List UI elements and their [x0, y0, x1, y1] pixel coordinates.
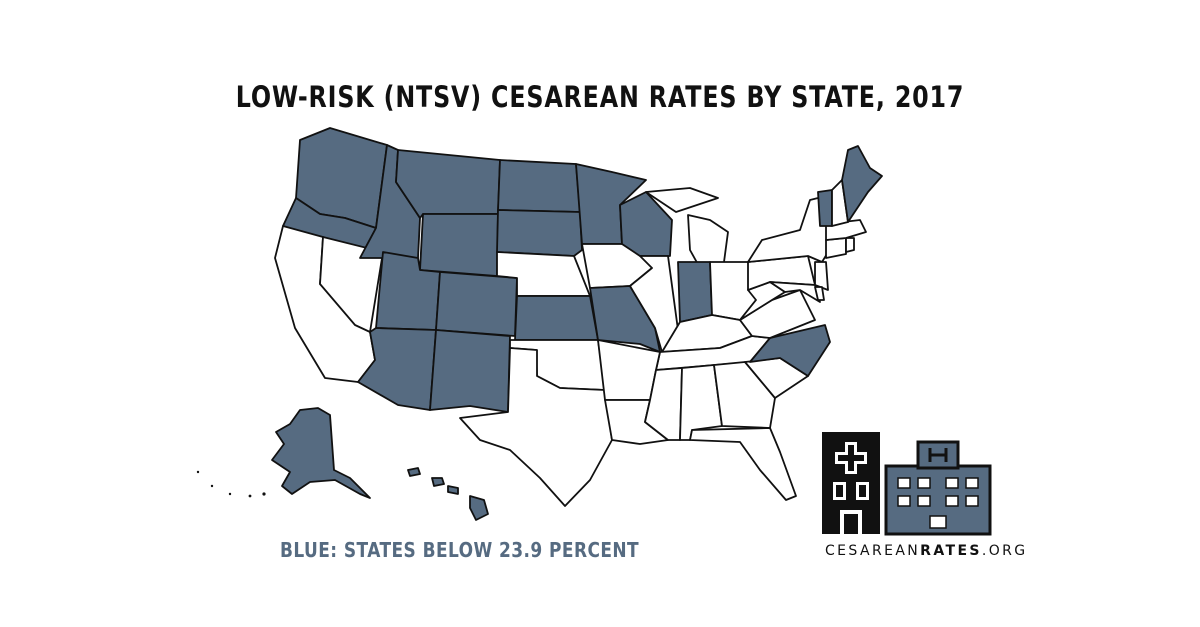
aleutian-island: [210, 484, 214, 488]
aleutian-island: [262, 492, 266, 496]
state-WY: [419, 213, 499, 277]
state-GA: [713, 361, 776, 429]
map-title: LOW-RISK (NTSV) CESAREAN RATES BY STATE,…: [235, 80, 965, 114]
state-TX: [459, 347, 613, 507]
state-CO: [435, 271, 518, 337]
aleutian-island: [248, 494, 252, 498]
state-IL: [629, 255, 679, 353]
state-HI: [407, 467, 489, 521]
site-url: CESAREANRATES.ORG: [825, 543, 1028, 559]
aleutian-island: [196, 470, 200, 474]
state-ME: [841, 145, 883, 223]
state-VT: [817, 189, 833, 227]
state-IN: [677, 261, 713, 323]
legend-text: BLUE: STATES BELOW 23.9 PERCENT: [280, 538, 640, 562]
aleutian-island: [228, 492, 232, 496]
site-url-part: .ORG: [981, 543, 1028, 559]
state-KS: [514, 295, 599, 341]
state-RI: [845, 237, 855, 253]
state-NJ: [814, 261, 829, 291]
site-url-part: CESAREAN: [825, 543, 921, 559]
clinic-building-icon: [822, 432, 880, 534]
state-NM: [429, 329, 511, 413]
state-CT: [825, 237, 847, 259]
state-AK: [271, 407, 371, 499]
state-ND: [497, 159, 581, 213]
cesareanrates-logo: [822, 432, 992, 536]
state-FL: [689, 427, 797, 501]
site-url-part: RATES: [920, 543, 982, 559]
state-DE: [814, 286, 825, 301]
state-SD: [496, 209, 583, 257]
state-MD: [769, 281, 821, 303]
hospital-building-icon: [884, 440, 992, 536]
